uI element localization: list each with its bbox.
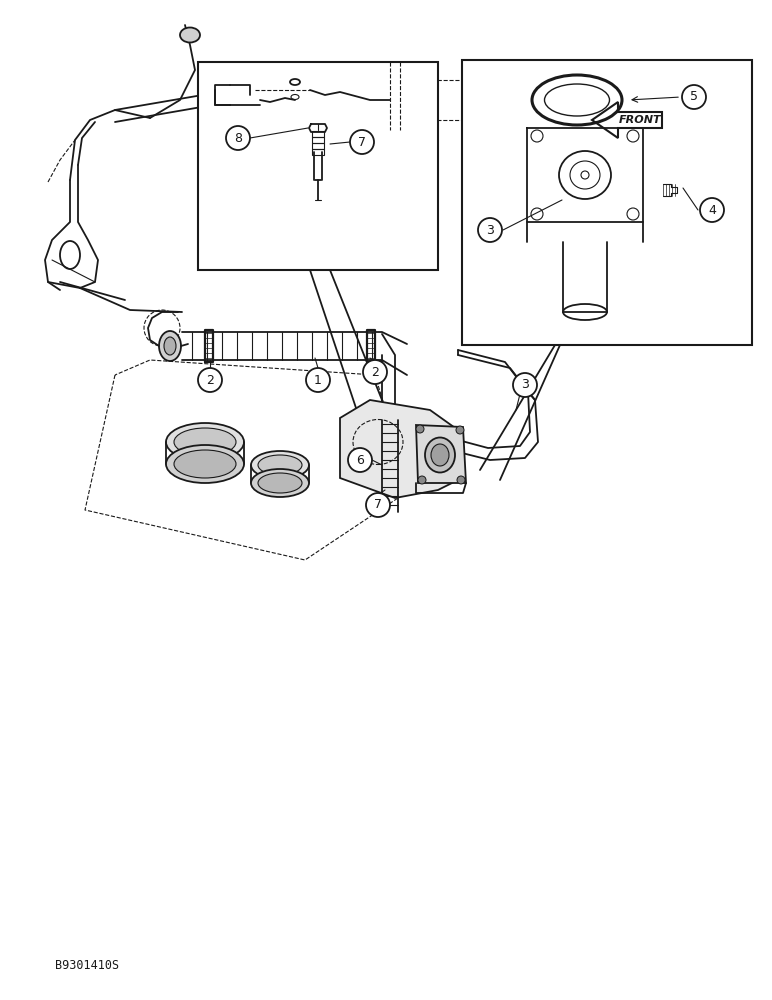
Text: 3: 3 bbox=[521, 378, 529, 391]
Text: 1: 1 bbox=[314, 373, 322, 386]
Circle shape bbox=[416, 425, 424, 433]
Polygon shape bbox=[340, 400, 458, 498]
Ellipse shape bbox=[166, 445, 244, 483]
Circle shape bbox=[700, 198, 724, 222]
Circle shape bbox=[226, 126, 250, 150]
Text: 4: 4 bbox=[708, 204, 716, 217]
Ellipse shape bbox=[425, 438, 455, 473]
Circle shape bbox=[457, 476, 465, 484]
Circle shape bbox=[306, 368, 330, 392]
Ellipse shape bbox=[251, 469, 309, 497]
Ellipse shape bbox=[251, 451, 309, 479]
Circle shape bbox=[478, 218, 502, 242]
Circle shape bbox=[348, 448, 372, 472]
Text: 7: 7 bbox=[374, 498, 382, 512]
Ellipse shape bbox=[431, 444, 449, 466]
Ellipse shape bbox=[174, 428, 236, 456]
Ellipse shape bbox=[166, 423, 244, 461]
Circle shape bbox=[363, 360, 387, 384]
Circle shape bbox=[513, 373, 537, 397]
Bar bbox=[312, 143, 324, 149]
Text: 7: 7 bbox=[358, 135, 366, 148]
Circle shape bbox=[350, 130, 374, 154]
Ellipse shape bbox=[174, 450, 236, 478]
Circle shape bbox=[198, 368, 222, 392]
Text: 2: 2 bbox=[206, 373, 214, 386]
Bar bbox=[312, 149, 324, 155]
Ellipse shape bbox=[159, 331, 181, 361]
Bar bbox=[198, 62, 438, 270]
Text: 6: 6 bbox=[356, 454, 364, 466]
Bar bbox=[312, 137, 324, 143]
Ellipse shape bbox=[164, 337, 176, 355]
Circle shape bbox=[682, 85, 706, 109]
Polygon shape bbox=[416, 425, 466, 483]
Circle shape bbox=[366, 493, 390, 517]
Circle shape bbox=[418, 476, 426, 484]
Text: 3: 3 bbox=[486, 224, 494, 236]
Circle shape bbox=[456, 426, 464, 434]
Text: B9301410S: B9301410S bbox=[55, 959, 119, 972]
Text: 8: 8 bbox=[234, 131, 242, 144]
Text: 2: 2 bbox=[371, 365, 379, 378]
Ellipse shape bbox=[258, 455, 302, 475]
Ellipse shape bbox=[258, 473, 302, 493]
Text: 5: 5 bbox=[690, 91, 698, 104]
Bar bbox=[462, 60, 752, 345]
Text: FRONT: FRONT bbox=[618, 115, 662, 125]
Ellipse shape bbox=[180, 27, 200, 42]
Bar bbox=[312, 131, 324, 137]
